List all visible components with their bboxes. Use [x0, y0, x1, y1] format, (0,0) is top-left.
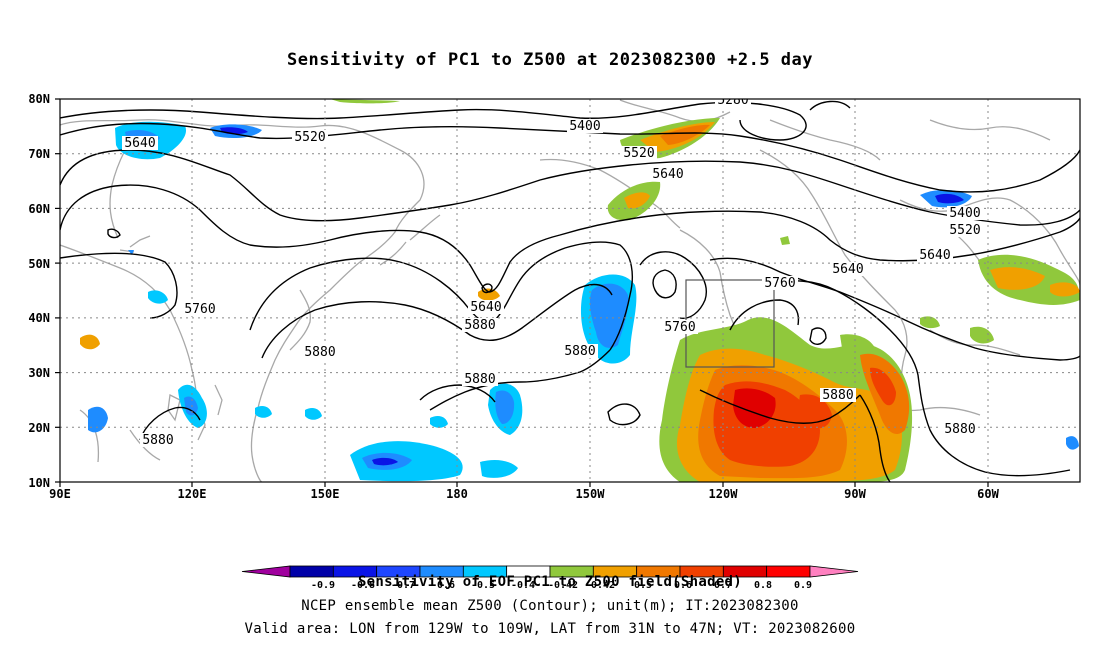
contour-label-bg [820, 388, 856, 402]
contour-label-bg [650, 167, 686, 181]
contour-label: 5760 [184, 302, 215, 317]
contour-label-bg [462, 372, 498, 386]
contour-label: 5520 [623, 146, 654, 161]
contour-label-bg [468, 300, 504, 314]
colorbar-tick-label: -0.4 [511, 580, 535, 591]
plot-area [60, 99, 1080, 482]
contour-label-bg [302, 345, 338, 359]
lat-label: 60N [28, 202, 50, 216]
lat-label: 80N [28, 92, 50, 106]
lon-label: 90W [844, 487, 866, 501]
z500-contours [60, 100, 1080, 482]
map-title: Sensitivity of PC1 to Z500 at 2023082300… [286, 50, 813, 70]
contour-label-bg [182, 302, 218, 316]
contour-label-bg [567, 119, 603, 133]
contour-label-bg [947, 206, 983, 220]
contour-label-bg [762, 276, 798, 290]
lon-label: 90E [49, 487, 71, 501]
contour-label-bg [462, 318, 498, 332]
contour-label-bg [942, 422, 978, 436]
lon-label: 180 [446, 487, 468, 501]
lon-label: 120W [709, 487, 739, 501]
contour-label-bg [292, 130, 328, 144]
contour-label-bg [917, 248, 953, 262]
contour-label: 5640 [124, 136, 155, 151]
contour-label: 5640 [832, 262, 863, 277]
contour-label: 5640 [470, 300, 501, 315]
colorbar-tick-label: -0.6 [431, 580, 455, 591]
contour-label: 5400 [949, 206, 980, 221]
contour-label: 5520 [949, 223, 980, 238]
colorbar-tick-label: 0.9 [794, 580, 812, 591]
contour-label: 5640 [919, 248, 950, 263]
colorbar-tick-label: -0.7 [391, 580, 415, 591]
contour-label: 5760 [664, 320, 695, 335]
lat-label: 70N [28, 147, 50, 161]
lat-label: 10N [28, 476, 50, 490]
lat-label: 50N [28, 257, 50, 271]
contour-label: 5400 [569, 119, 600, 134]
contour-label: 5880 [142, 433, 173, 448]
negative-sensitivity-shading [88, 121, 1079, 482]
plot-frame [59, 98, 1081, 483]
colorbar: -0.9 -0.8 -0.7 -0.6 -0.5 -0.4 -0.42 0.42 0.5 0.6 0… [241, 565, 859, 591]
colorbar-tick-label: -0.5 [471, 580, 495, 591]
contour-label: 5880 [464, 318, 495, 333]
contour-label: 5880 [304, 345, 335, 360]
caption-sensitivity: Sensitivity of EOF PC1 to Z500 field(Sha… [357, 574, 743, 590]
colorbar-max-arrow [809, 565, 859, 578]
colorbar-tick-label: 0.5 [634, 580, 652, 591]
latitude-labels: 80N 70N 60N 50N 40N 30N 20N 10N [28, 92, 50, 490]
axis-ticks [55, 98, 989, 487]
contour-label-bg [715, 99, 751, 107]
caption-contour: NCEP ensemble mean Z500 (Contour); unit(… [301, 598, 799, 614]
lon-label: 150E [311, 487, 340, 501]
colorbar-tick-label: 0.7 [714, 580, 732, 591]
colorbar-tick-label: 0.6 [674, 580, 692, 591]
contour-label: 5880 [944, 422, 975, 437]
contour-label-bg [621, 146, 657, 160]
contour-label: 5520 [294, 130, 325, 145]
contour-label-bg [140, 433, 176, 447]
gridlines [60, 99, 1080, 482]
contour-label: 5280 [717, 93, 748, 108]
lon-label: 60W [977, 487, 999, 501]
lon-label: 150W [576, 487, 606, 501]
contour-label-bg [122, 136, 158, 150]
lat-label: 40N [28, 311, 50, 325]
lat-label: 20N [28, 421, 50, 435]
contour-label-bg [662, 320, 698, 334]
colorbar-tick-label: -0.42 [548, 580, 578, 591]
contour-label-bg [562, 344, 598, 358]
contour-label: 5880 [564, 344, 595, 359]
colorbar-tick-label: 0.8 [754, 580, 772, 591]
contour-label-bg [947, 223, 983, 237]
contour-label: 5760 [764, 276, 795, 291]
contour-label: 5880 [464, 372, 495, 387]
lon-label: 120E [178, 487, 207, 501]
lat-label: 30N [28, 366, 50, 380]
contour-label: 5880 [822, 388, 853, 403]
colorbar-tick-label: -0.9 [311, 580, 335, 591]
colorbar-tick-label: -0.8 [351, 580, 375, 591]
colorbar-tick-label: 0.42 [591, 580, 615, 591]
caption-valid-area: Valid area: LON from 129W to 109W, LAT f… [244, 621, 856, 637]
longitude-labels: 90E 120E 150E 180 150W 120W 90W 60W [49, 487, 999, 501]
contour-label-bg [830, 262, 866, 276]
contour-label: 5640 [652, 167, 683, 182]
